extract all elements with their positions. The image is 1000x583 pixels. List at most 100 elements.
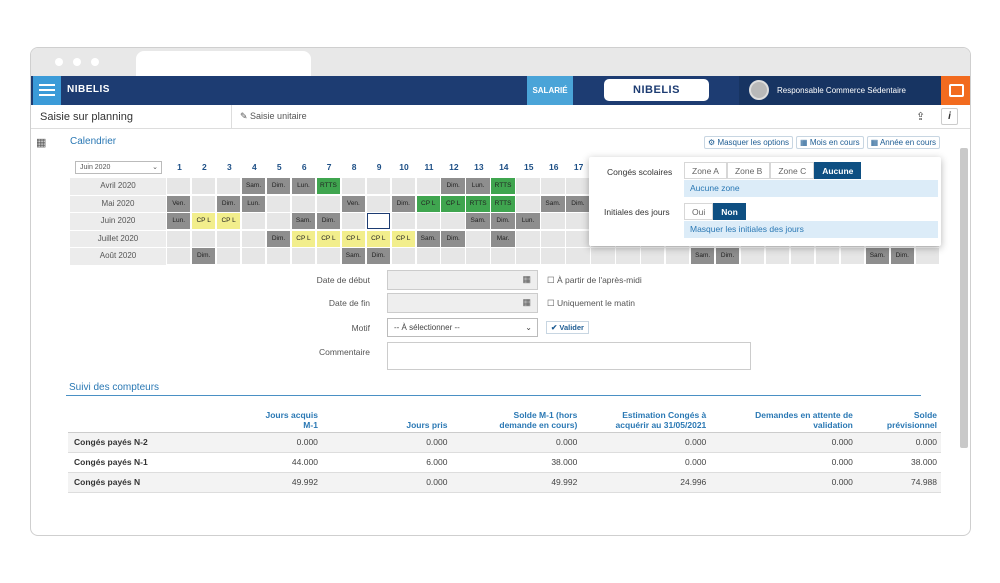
- scrollbar[interactable]: [960, 148, 968, 448]
- day-cell[interactable]: RTTS: [316, 178, 341, 195]
- day-cell-empty[interactable]: [815, 248, 840, 265]
- day-cell-empty[interactable]: [541, 230, 565, 247]
- day-cell[interactable]: Ven.: [167, 195, 191, 212]
- day-cell[interactable]: Sam.: [341, 248, 366, 265]
- day-cell[interactable]: Dim.: [266, 178, 291, 195]
- day-cell-empty[interactable]: [566, 213, 590, 230]
- day-cell[interactable]: CP L: [291, 230, 316, 247]
- day-cell-empty[interactable]: [466, 248, 490, 265]
- day-cell-empty[interactable]: [566, 248, 590, 265]
- day-cell-empty[interactable]: [466, 230, 490, 247]
- day-cell-empty[interactable]: [416, 213, 440, 230]
- day-cell[interactable]: CP L: [341, 230, 366, 247]
- start-date-input[interactable]: ▦: [387, 270, 538, 290]
- day-cell-empty[interactable]: [441, 248, 465, 265]
- upload-icon[interactable]: ⇪: [916, 111, 926, 123]
- day-cell[interactable]: CP L: [316, 230, 341, 247]
- day-cell[interactable]: RTTS: [491, 178, 515, 195]
- day-cell-empty[interactable]: [391, 213, 415, 230]
- day-cell-empty[interactable]: [541, 213, 565, 230]
- afternoon-label[interactable]: À partir de l'après-midi: [556, 275, 642, 285]
- day-cell-empty[interactable]: [591, 248, 615, 265]
- day-cell-empty[interactable]: [416, 178, 440, 195]
- day-cell[interactable]: Dim.: [441, 178, 465, 195]
- reason-placeholder[interactable]: -- À sélectionner --: [394, 323, 460, 332]
- zone-button[interactable]: Aucune: [814, 162, 862, 179]
- day-cell-empty[interactable]: [291, 248, 316, 265]
- day-cell-empty[interactable]: [840, 248, 865, 265]
- day-cell-empty[interactable]: [566, 230, 590, 247]
- day-cell-empty[interactable]: [790, 248, 815, 265]
- day-cell-empty[interactable]: [216, 248, 241, 265]
- day-cell-empty[interactable]: [341, 178, 366, 195]
- end-date-input[interactable]: ▦: [387, 293, 538, 313]
- day-cell-empty[interactable]: [566, 178, 590, 195]
- month-select-value[interactable]: Juin 2020: [80, 164, 111, 171]
- calendar-button-label[interactable]: Masquer les options: [717, 138, 790, 147]
- day-cell[interactable]: Sam.: [541, 195, 565, 212]
- day-cell[interactable]: Dim.: [890, 248, 914, 265]
- calendar-button[interactable]: ▦ Année en cours: [866, 136, 940, 149]
- day-cell[interactable]: Sam.: [291, 213, 316, 230]
- day-cell-empty[interactable]: [765, 248, 790, 265]
- day-cell-empty[interactable]: [915, 248, 939, 265]
- day-cell-empty[interactable]: [216, 230, 241, 247]
- day-cell[interactable]: RTTS: [466, 195, 490, 212]
- day-cell-empty[interactable]: [167, 230, 191, 247]
- day-cell[interactable]: Dim.: [391, 195, 415, 212]
- day-cell-empty[interactable]: [241, 248, 266, 265]
- zone-button[interactable]: Zone B: [726, 162, 771, 179]
- day-cell[interactable]: CP L: [416, 195, 440, 212]
- day-cell[interactable]: Lun.: [241, 195, 266, 212]
- day-cell-empty[interactable]: [291, 195, 316, 212]
- day-cell-empty[interactable]: [516, 195, 540, 212]
- day-cell-empty[interactable]: [266, 213, 291, 230]
- day-cell-empty[interactable]: [316, 195, 341, 212]
- day-cell-empty[interactable]: [216, 178, 241, 195]
- initials-button[interactable]: Oui: [684, 203, 714, 220]
- day-cell-empty[interactable]: [616, 248, 640, 265]
- day-cell[interactable]: Dim.: [266, 230, 291, 247]
- user-menu-button[interactable]: [941, 76, 970, 105]
- month-select[interactable]: Juin 2020 ⌄: [75, 161, 162, 174]
- day-cell-empty[interactable]: [366, 195, 391, 212]
- submit-button[interactable]: ✔ Valider: [546, 321, 589, 334]
- info-button[interactable]: i: [941, 108, 958, 125]
- menu-button[interactable]: [33, 76, 61, 105]
- day-cell[interactable]: Sam.: [690, 248, 715, 265]
- grid-icon[interactable]: ▦: [36, 137, 47, 149]
- day-cell-empty[interactable]: [516, 230, 540, 247]
- day-cell-empty[interactable]: [541, 248, 565, 265]
- day-cell[interactable]: Lun.: [291, 178, 316, 195]
- day-cell[interactable]: Sam.: [865, 248, 890, 265]
- morning-checkbox[interactable]: ☐ Uniquement le matin: [547, 298, 635, 308]
- day-cell[interactable]: Dim.: [715, 248, 740, 265]
- day-cell-empty[interactable]: [191, 178, 216, 195]
- day-cell-empty[interactable]: [341, 213, 366, 230]
- day-cell[interactable]: Mar.: [491, 230, 515, 247]
- day-cell-empty[interactable]: [391, 178, 415, 195]
- day-cell-empty[interactable]: [416, 248, 440, 265]
- day-cell[interactable]: Lun.: [167, 213, 191, 230]
- day-cell-empty[interactable]: [541, 178, 565, 195]
- day-cell[interactable]: CP L: [216, 213, 241, 230]
- zone-button[interactable]: Zone C: [770, 162, 815, 179]
- submit-label[interactable]: Valider: [559, 323, 584, 332]
- day-cell-empty[interactable]: [241, 213, 266, 230]
- day-cell[interactable]: CP L: [441, 195, 465, 212]
- day-cell[interactable]: Ven.: [341, 195, 366, 212]
- comment-textarea[interactable]: [387, 342, 751, 370]
- calendar-button-label[interactable]: Année en cours: [879, 138, 936, 147]
- day-cell[interactable]: Lun.: [466, 178, 490, 195]
- day-cell-empty[interactable]: [266, 195, 291, 212]
- day-cell-empty[interactable]: [516, 178, 540, 195]
- logo[interactable]: NIBELIS: [67, 84, 110, 95]
- day-cell[interactable]: Dim.: [316, 213, 341, 230]
- day-cell-empty[interactable]: [366, 213, 391, 230]
- day-cell[interactable]: Dim.: [566, 195, 590, 212]
- day-cell[interactable]: Lun.: [516, 213, 540, 230]
- day-cell[interactable]: CP L: [391, 230, 415, 247]
- day-cell[interactable]: Dim.: [491, 213, 515, 230]
- reason-select[interactable]: -- À sélectionner -- ⌄: [387, 318, 538, 337]
- morning-label[interactable]: Uniquement le matin: [556, 298, 635, 308]
